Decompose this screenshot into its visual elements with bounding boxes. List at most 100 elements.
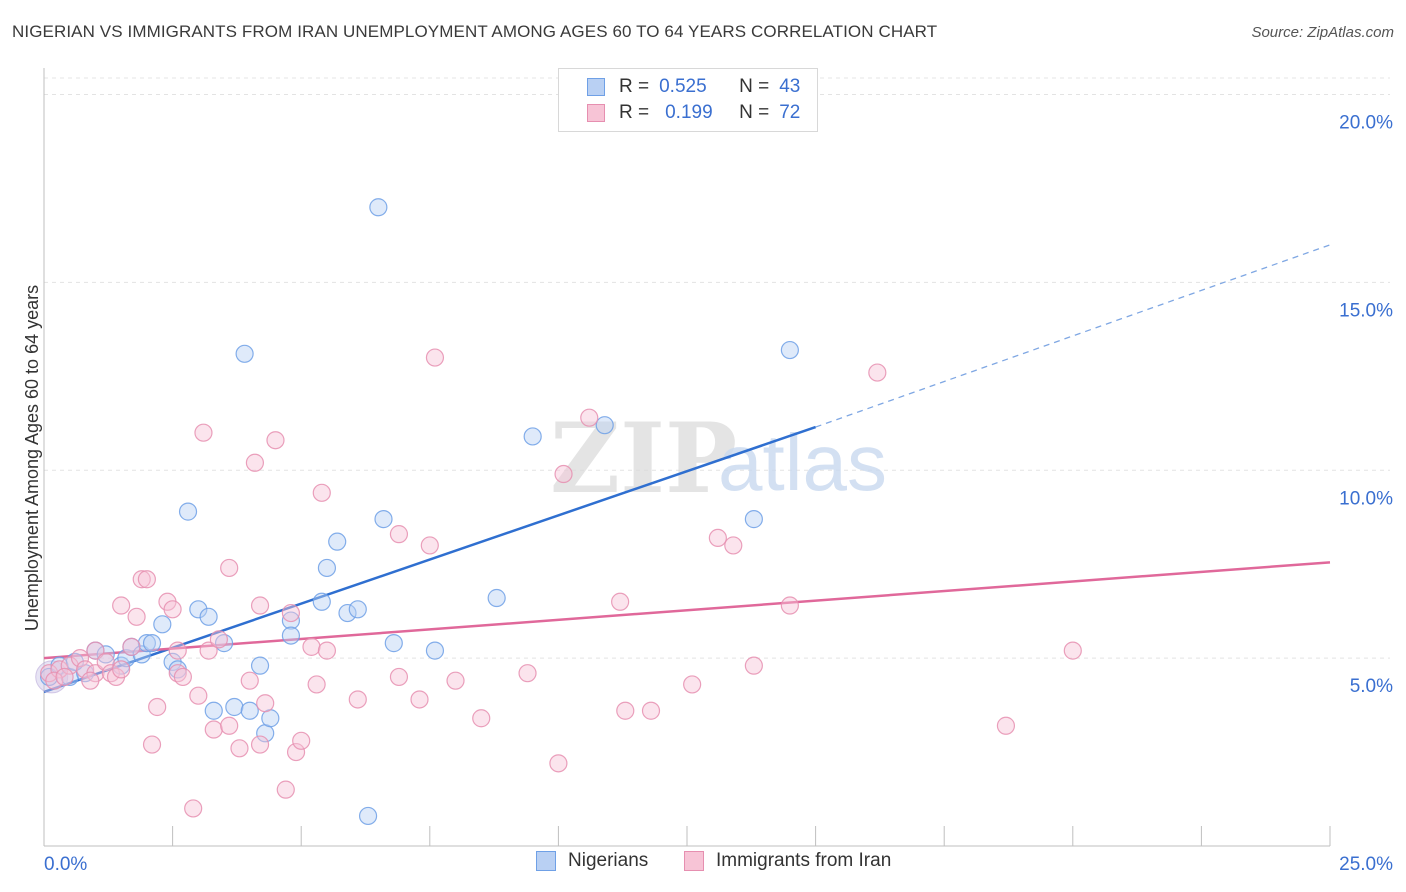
- iran-point: [780, 596, 799, 615]
- iran-point: [292, 731, 311, 750]
- iran-point: [184, 799, 203, 818]
- iran-point: [611, 592, 630, 611]
- y-tick-label: 20.0%: [1339, 113, 1393, 134]
- iran-point: [96, 652, 115, 671]
- nigerians-point: [142, 634, 162, 653]
- iran-point: [194, 423, 213, 442]
- chart-title: NIGERIAN VS IMMIGRANTS FROM IRAN UNEMPLO…: [12, 22, 938, 41]
- iran-point: [70, 649, 90, 668]
- iran-point: [420, 536, 439, 555]
- nigerians-point: [780, 340, 799, 360]
- nigerians-point: [595, 416, 614, 435]
- nigerians-point: [261, 709, 280, 728]
- iran-point: [446, 671, 465, 690]
- trendlines: [43, 244, 1331, 694]
- iran-point: [122, 637, 141, 656]
- bottom-legend-swatch-iran: [684, 851, 704, 871]
- iran-point: [276, 780, 295, 799]
- legend-row-nigerians: R = 0.525 N = 43: [587, 75, 800, 99]
- nigerians-point: [178, 502, 198, 521]
- iran-point: [472, 709, 491, 728]
- iran-point: [60, 656, 79, 675]
- nigerians-point: [189, 600, 208, 619]
- nigerians-point: [96, 645, 115, 664]
- nigerians-point: [317, 558, 337, 578]
- legend-r-value: 0.199: [665, 102, 713, 123]
- y-tick-label: 10.0%: [1339, 488, 1393, 509]
- nigerians-point: [225, 697, 244, 717]
- iran-point: [132, 570, 151, 589]
- nigerians-point: [369, 198, 388, 217]
- iran-point: [250, 596, 270, 615]
- iran-point: [199, 641, 218, 660]
- bottom-legend-nigerians: Nigerians: [536, 850, 648, 872]
- iran-point: [1063, 641, 1082, 660]
- y-tick-label: 5.0%: [1350, 676, 1393, 697]
- legend-row-iran: R = 0.199 N = 72: [587, 101, 800, 125]
- nigerians-trendline-extension: [815, 244, 1331, 428]
- nigerians-point: [204, 701, 223, 720]
- nigerians-point: [235, 344, 254, 363]
- iran-point: [580, 408, 599, 427]
- iran-point: [245, 453, 265, 472]
- iran-point: [317, 641, 337, 660]
- nigerians-point: [425, 641, 445, 660]
- y-axis-label: Unemployment Among Ages 60 to 64 years: [22, 285, 42, 631]
- nigerians-point: [348, 600, 367, 619]
- bottom-legend-label: Immigrants from Iran: [716, 850, 892, 871]
- nigerians-point: [487, 588, 506, 608]
- axis-labels: 5.0% 10.0% 15.0% 20.0% 0.0% 25.0% Unemployment…: [22, 113, 1393, 875]
- iran-point: [724, 536, 743, 555]
- iran-point: [112, 596, 131, 615]
- legend-swatch-nigerians: [587, 78, 605, 96]
- iran-point: [142, 735, 162, 754]
- nigerians-point: [374, 510, 393, 529]
- iran-point: [410, 690, 429, 709]
- nigerians-point: [523, 427, 542, 446]
- iran-point: [708, 528, 727, 548]
- nigerians-point: [312, 592, 331, 611]
- iran-point: [389, 525, 409, 544]
- iran-point: [281, 603, 301, 623]
- iran-point: [209, 630, 228, 649]
- iran-trendline: [43, 561, 1331, 660]
- iran-point: [76, 660, 95, 679]
- iran-point: [55, 667, 74, 687]
- iran-point: [389, 667, 409, 687]
- x-tick-label-start: 0.0%: [44, 854, 87, 875]
- legend-r-value: 0.525: [659, 76, 707, 97]
- iran-point: [250, 735, 270, 754]
- iran-point: [127, 607, 146, 626]
- iran-point: [616, 701, 635, 720]
- iran-point: [256, 694, 275, 713]
- legend: R = 0.525 N = 43 R = 0.199 N = 72: [558, 68, 818, 132]
- bottom-legend-iran: Immigrants from Iran: [684, 850, 891, 872]
- iran-point: [86, 641, 105, 660]
- iran-point: [307, 675, 326, 694]
- iran-point: [554, 464, 573, 484]
- legend-r-label: R =: [619, 102, 650, 123]
- watermark-zip: ZIP: [550, 402, 737, 515]
- iran-point: [168, 641, 187, 660]
- iran-point: [518, 664, 537, 683]
- legend-n-value: 43: [779, 76, 801, 97]
- iran-point: [45, 671, 64, 690]
- iran-point: [266, 431, 285, 450]
- iran-point: [868, 363, 887, 382]
- bottom-legend-label: Nigerians: [568, 850, 649, 871]
- nigerians-point: [384, 634, 403, 653]
- bottom-legend: Nigerians Immigrants from Iran: [0, 850, 1406, 878]
- iran-point: [163, 600, 182, 619]
- iran-point: [744, 656, 763, 675]
- legend-n-value: 72: [779, 102, 801, 123]
- iran-point: [549, 754, 568, 773]
- legend-swatch-iran: [587, 104, 605, 122]
- iran-point: [204, 720, 223, 739]
- iran-point: [302, 637, 321, 656]
- legend-n-label: N =: [739, 102, 770, 123]
- axes: [43, 68, 1331, 847]
- iran-point: [189, 686, 208, 705]
- iran-point: [220, 716, 239, 735]
- nigerians-point: [250, 656, 270, 675]
